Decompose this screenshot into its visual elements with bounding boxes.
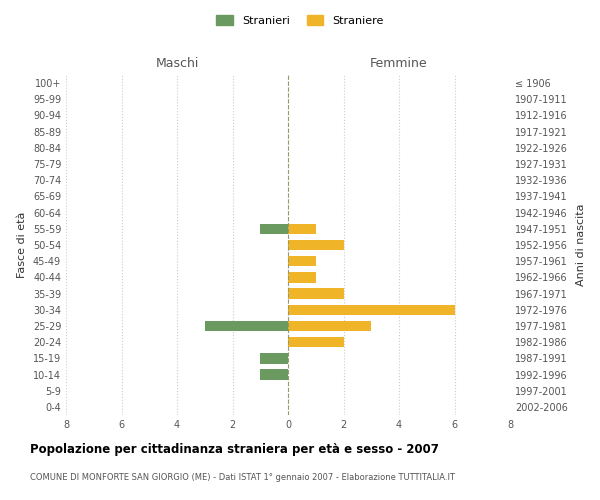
Bar xyxy=(205,320,288,331)
Y-axis label: Fasce di età: Fasce di età xyxy=(17,212,27,278)
Bar xyxy=(288,320,371,331)
Bar xyxy=(260,224,288,234)
Text: COMUNE DI MONFORTE SAN GIORGIO (ME) - Dati ISTAT 1° gennaio 2007 - Elaborazione : COMUNE DI MONFORTE SAN GIORGIO (ME) - Da… xyxy=(30,472,455,482)
Bar xyxy=(260,370,288,380)
Y-axis label: Anni di nascita: Anni di nascita xyxy=(576,204,586,286)
Bar xyxy=(260,353,288,364)
Bar xyxy=(288,272,316,282)
Bar xyxy=(288,288,343,299)
Bar xyxy=(288,256,316,266)
Bar xyxy=(288,240,343,250)
Text: Popolazione per cittadinanza straniera per età e sesso - 2007: Popolazione per cittadinanza straniera p… xyxy=(30,442,439,456)
Text: Maschi: Maschi xyxy=(155,57,199,70)
Text: Femmine: Femmine xyxy=(370,57,428,70)
Bar xyxy=(288,337,343,347)
Bar xyxy=(288,224,316,234)
Bar xyxy=(288,304,455,315)
Legend: Stranieri, Straniere: Stranieri, Straniere xyxy=(212,10,388,30)
